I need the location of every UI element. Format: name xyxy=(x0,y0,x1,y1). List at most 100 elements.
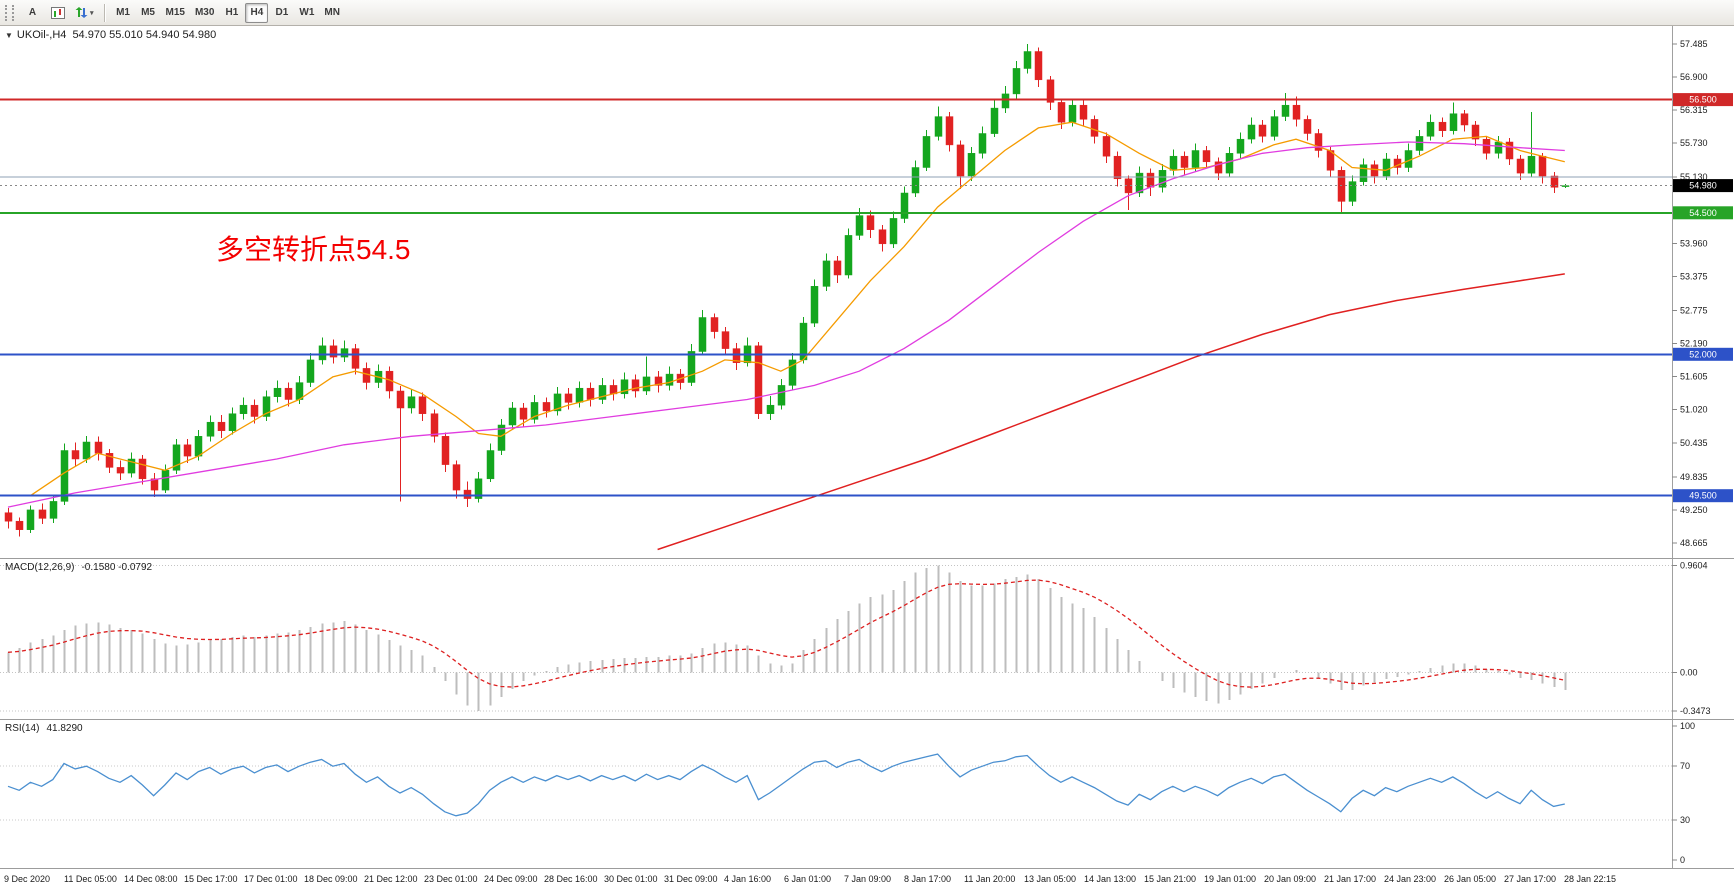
time-label: 13 Jan 05:00 xyxy=(1024,874,1077,884)
svg-text:57.485: 57.485 xyxy=(1680,39,1708,49)
svg-text:50.435: 50.435 xyxy=(1680,438,1708,448)
time-label: 31 Dec 09:00 xyxy=(664,874,718,884)
indicators-button[interactable]: ▾ xyxy=(71,3,98,23)
text-tool-button[interactable]: A xyxy=(21,3,44,23)
price-badge: 56.500 xyxy=(1673,93,1733,107)
macd-name: MACD(12,26,9) xyxy=(5,562,75,573)
price-chart-canvas[interactable]: 57.485 56.900 56.315 55.730 55.130 53.960 53.3… xyxy=(0,26,1734,558)
svg-text:100: 100 xyxy=(1680,721,1695,731)
time-label: 24 Jan 23:00 xyxy=(1384,874,1437,884)
chart-window-button[interactable] xyxy=(46,3,69,23)
time-label: 15 Jan 21:00 xyxy=(1144,874,1197,884)
time-label: 28 Dec 16:00 xyxy=(544,874,598,884)
svg-text:49.835: 49.835 xyxy=(1680,472,1708,482)
tab-timeframe-m30[interactable]: M30 xyxy=(191,3,218,23)
svg-text:51.020: 51.020 xyxy=(1680,405,1708,415)
svg-text:49.250: 49.250 xyxy=(1680,505,1708,515)
time-label: 26 Jan 05:00 xyxy=(1444,874,1497,884)
tab-timeframe-mn[interactable]: MN xyxy=(320,3,344,23)
chart-window-icon xyxy=(50,6,65,19)
svg-text:48.665: 48.665 xyxy=(1680,538,1708,548)
price-badge: 52.000 xyxy=(1673,347,1733,361)
svg-text:53.375: 53.375 xyxy=(1680,271,1708,281)
svg-text:0.9604: 0.9604 xyxy=(1680,561,1708,571)
symbol-marker-icon: ▼ xyxy=(5,30,13,40)
tab-timeframe-d1[interactable]: D1 xyxy=(270,3,293,23)
svg-text:56.900: 56.900 xyxy=(1680,72,1708,82)
svg-text:56.500: 56.500 xyxy=(1689,95,1717,105)
time-label: 21 Dec 12:00 xyxy=(364,874,418,884)
time-label: 28 Jan 22:15 xyxy=(1564,874,1617,884)
time-label: 27 Jan 17:00 xyxy=(1504,874,1557,884)
ma-fast-orange xyxy=(30,121,1565,497)
macd-axis: 0.9604 0.00 -0.3473 xyxy=(1672,561,1711,716)
macd-signal-line xyxy=(7,579,1565,688)
time-label: 18 Dec 09:00 xyxy=(304,874,358,884)
svg-text:52.000: 52.000 xyxy=(1689,349,1717,359)
macd-label: MACD(12,26,9) -0.1580 -0.0792 xyxy=(5,562,152,573)
tab-timeframe-h4[interactable]: H4 xyxy=(245,2,269,23)
timeframe-toolbar: M1 M5 M15 M30 H1 H4 D1 W1 MN xyxy=(111,2,345,23)
time-label: 19 Jan 01:00 xyxy=(1204,874,1257,884)
chart-annotation-text: 多空转折点54.5 xyxy=(216,234,411,265)
time-label: 9 Dec 2020 xyxy=(4,874,51,884)
time-label: 30 Dec 01:00 xyxy=(604,874,658,884)
svg-text:52.190: 52.190 xyxy=(1680,339,1708,349)
svg-text:70: 70 xyxy=(1680,761,1690,771)
rsi-panel: 100 70 30 0 RSI(14) 41.8290 xyxy=(0,719,1734,868)
time-label: 11 Dec 05:00 xyxy=(64,874,117,884)
time-label: 4 Jan 16:00 xyxy=(724,874,772,884)
svg-text:53.960: 53.960 xyxy=(1680,238,1708,248)
time-label: 24 Dec 09:00 xyxy=(484,874,538,884)
time-label: 14 Jan 13:00 xyxy=(1084,874,1137,884)
tab-timeframe-m5[interactable]: M5 xyxy=(137,3,160,23)
time-label: 23 Dec 01:00 xyxy=(424,874,478,884)
macd-panel: 0.9604 0.00 -0.3473 MACD(12,26,9) -0.1580 … xyxy=(0,558,1734,719)
tab-timeframe-h1[interactable]: H1 xyxy=(220,3,243,23)
time-label: 17 Dec 01:00 xyxy=(244,874,298,884)
dropdown-caret-icon: ▾ xyxy=(90,9,94,17)
chart-symbol-period: UKOil-,H4 xyxy=(16,29,67,41)
time-label: 14 Dec 08:00 xyxy=(124,874,178,884)
rsi-canvas[interactable]: 100 70 30 0 xyxy=(0,720,1734,868)
price-badge: 49.500 xyxy=(1673,489,1733,503)
macd-canvas[interactable]: 0.9604 0.00 -0.3473 xyxy=(0,559,1734,719)
time-label: 7 Jan 09:00 xyxy=(844,874,892,884)
ma-slow-red xyxy=(657,273,1565,551)
macd-values: -0.1580 -0.0792 xyxy=(81,562,153,573)
tab-timeframe-m1[interactable]: M1 xyxy=(112,3,135,23)
tab-timeframe-m15[interactable]: M15 xyxy=(162,3,189,23)
time-label: 6 Jan 01:00 xyxy=(784,874,832,884)
price-badge: 54.980 xyxy=(1673,179,1733,193)
price-axis: 57.485 56.900 56.315 55.730 55.130 53.960 53.3… xyxy=(1672,39,1733,548)
time-label: 11 Jan 20:00 xyxy=(964,874,1016,884)
chart-ohlc-values: 54.970 55.010 54.940 54.980 xyxy=(72,29,217,41)
svg-text:52.775: 52.775 xyxy=(1680,305,1708,315)
svg-text:54.500: 54.500 xyxy=(1689,208,1717,218)
rsi-label: RSI(14) 41.8290 xyxy=(5,723,83,734)
rsi-name: RSI(14) xyxy=(5,723,40,734)
time-label: 8 Jan 17:00 xyxy=(904,874,952,884)
rsi-axis: 100 70 30 0 xyxy=(1672,721,1695,865)
toolbar-separator xyxy=(103,3,106,22)
time-axis[interactable]: 9 Dec 2020 11 Dec 05:00 14 Dec 08:00 15 Dec… xyxy=(0,868,1734,895)
time-label: 15 Dec 17:00 xyxy=(184,874,238,884)
cycle-arrows-icon xyxy=(75,7,88,18)
svg-text:54.980: 54.980 xyxy=(1689,181,1717,191)
main-chart-panel: 57.485 56.900 56.315 55.730 55.130 53.960 53.3… xyxy=(0,26,1734,558)
horizontal-lines-layer[interactable] xyxy=(0,98,1672,497)
rsi-line xyxy=(7,753,1565,817)
svg-text:55.130: 55.130 xyxy=(1680,172,1708,182)
svg-text:-0.3473: -0.3473 xyxy=(1680,706,1711,716)
svg-text:51.605: 51.605 xyxy=(1680,372,1708,382)
rsi-value: 41.8290 xyxy=(46,723,83,734)
svg-text:0: 0 xyxy=(1680,855,1685,865)
candles-layer xyxy=(4,44,1570,537)
macd-histogram xyxy=(7,565,1567,712)
time-label: 20 Jan 09:00 xyxy=(1264,874,1317,884)
tab-timeframe-w1[interactable]: W1 xyxy=(295,3,318,23)
svg-text:30: 30 xyxy=(1680,815,1690,825)
svg-text:0.00: 0.00 xyxy=(1680,667,1698,677)
toolbar-grip[interactable] xyxy=(5,4,14,21)
time-label: 21 Jan 17:00 xyxy=(1324,874,1377,884)
